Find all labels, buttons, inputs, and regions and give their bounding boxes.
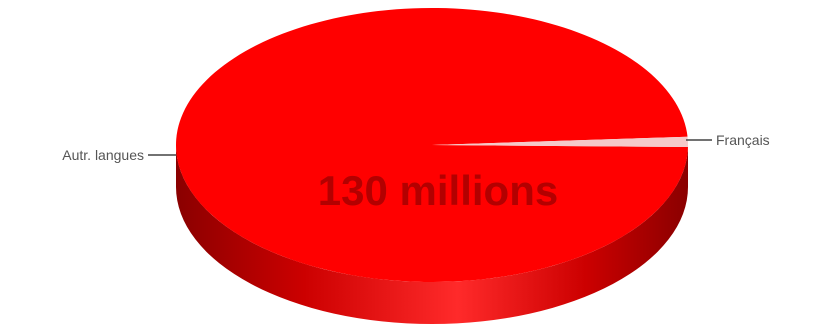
- slice-francais: [432, 136, 688, 148]
- slice-autr-langues: [176, 7, 688, 282]
- pie-top: [176, 7, 688, 282]
- pie-side-surface: [176, 145, 688, 324]
- center-total-label: 130 millions: [318, 167, 558, 214]
- slice-label-autr-langues: Autr. langues: [62, 147, 144, 163]
- slice-label-francais: Français: [716, 132, 770, 148]
- pie-side-wall: [176, 145, 688, 324]
